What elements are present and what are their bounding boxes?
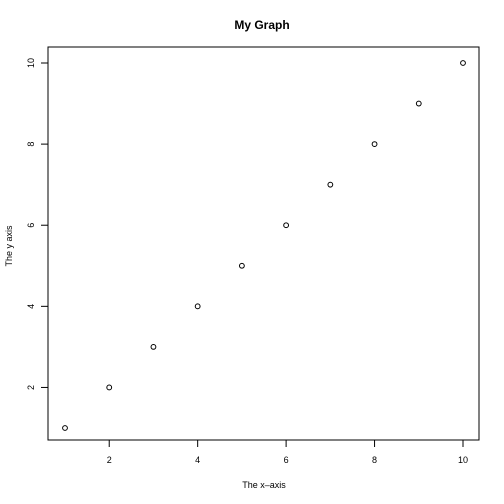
y-tick-label: 8 [26,142,36,147]
data-point [283,222,290,229]
plot-area-frame [47,46,480,441]
x-tick-label: 8 [372,455,377,465]
y-tick-label: 10 [26,58,36,68]
x-tick-label: 10 [458,455,468,465]
x-axis: 2 4 6 8 10 [107,440,468,465]
y-axis-label: The y axis [4,225,14,267]
data-point [238,262,245,269]
data-point [106,384,113,391]
y-axis: 2 4 6 8 10 [26,58,48,390]
x-tick-label: 6 [284,455,289,465]
data-point [150,343,157,350]
x-tick-label: 4 [195,455,200,465]
y-tick-label: 2 [26,385,36,390]
chart-title: My Graph [234,18,289,32]
data-point [460,60,466,66]
x-tick-label: 2 [107,455,112,465]
data-point [415,100,422,107]
data-point [327,181,334,188]
data-point [194,303,201,310]
data-point [371,141,378,148]
data-points [62,60,466,431]
x-axis-label: The x–axis [242,480,286,490]
y-tick-label: 6 [26,223,36,228]
y-tick-label: 4 [26,304,36,309]
data-point [62,425,68,431]
